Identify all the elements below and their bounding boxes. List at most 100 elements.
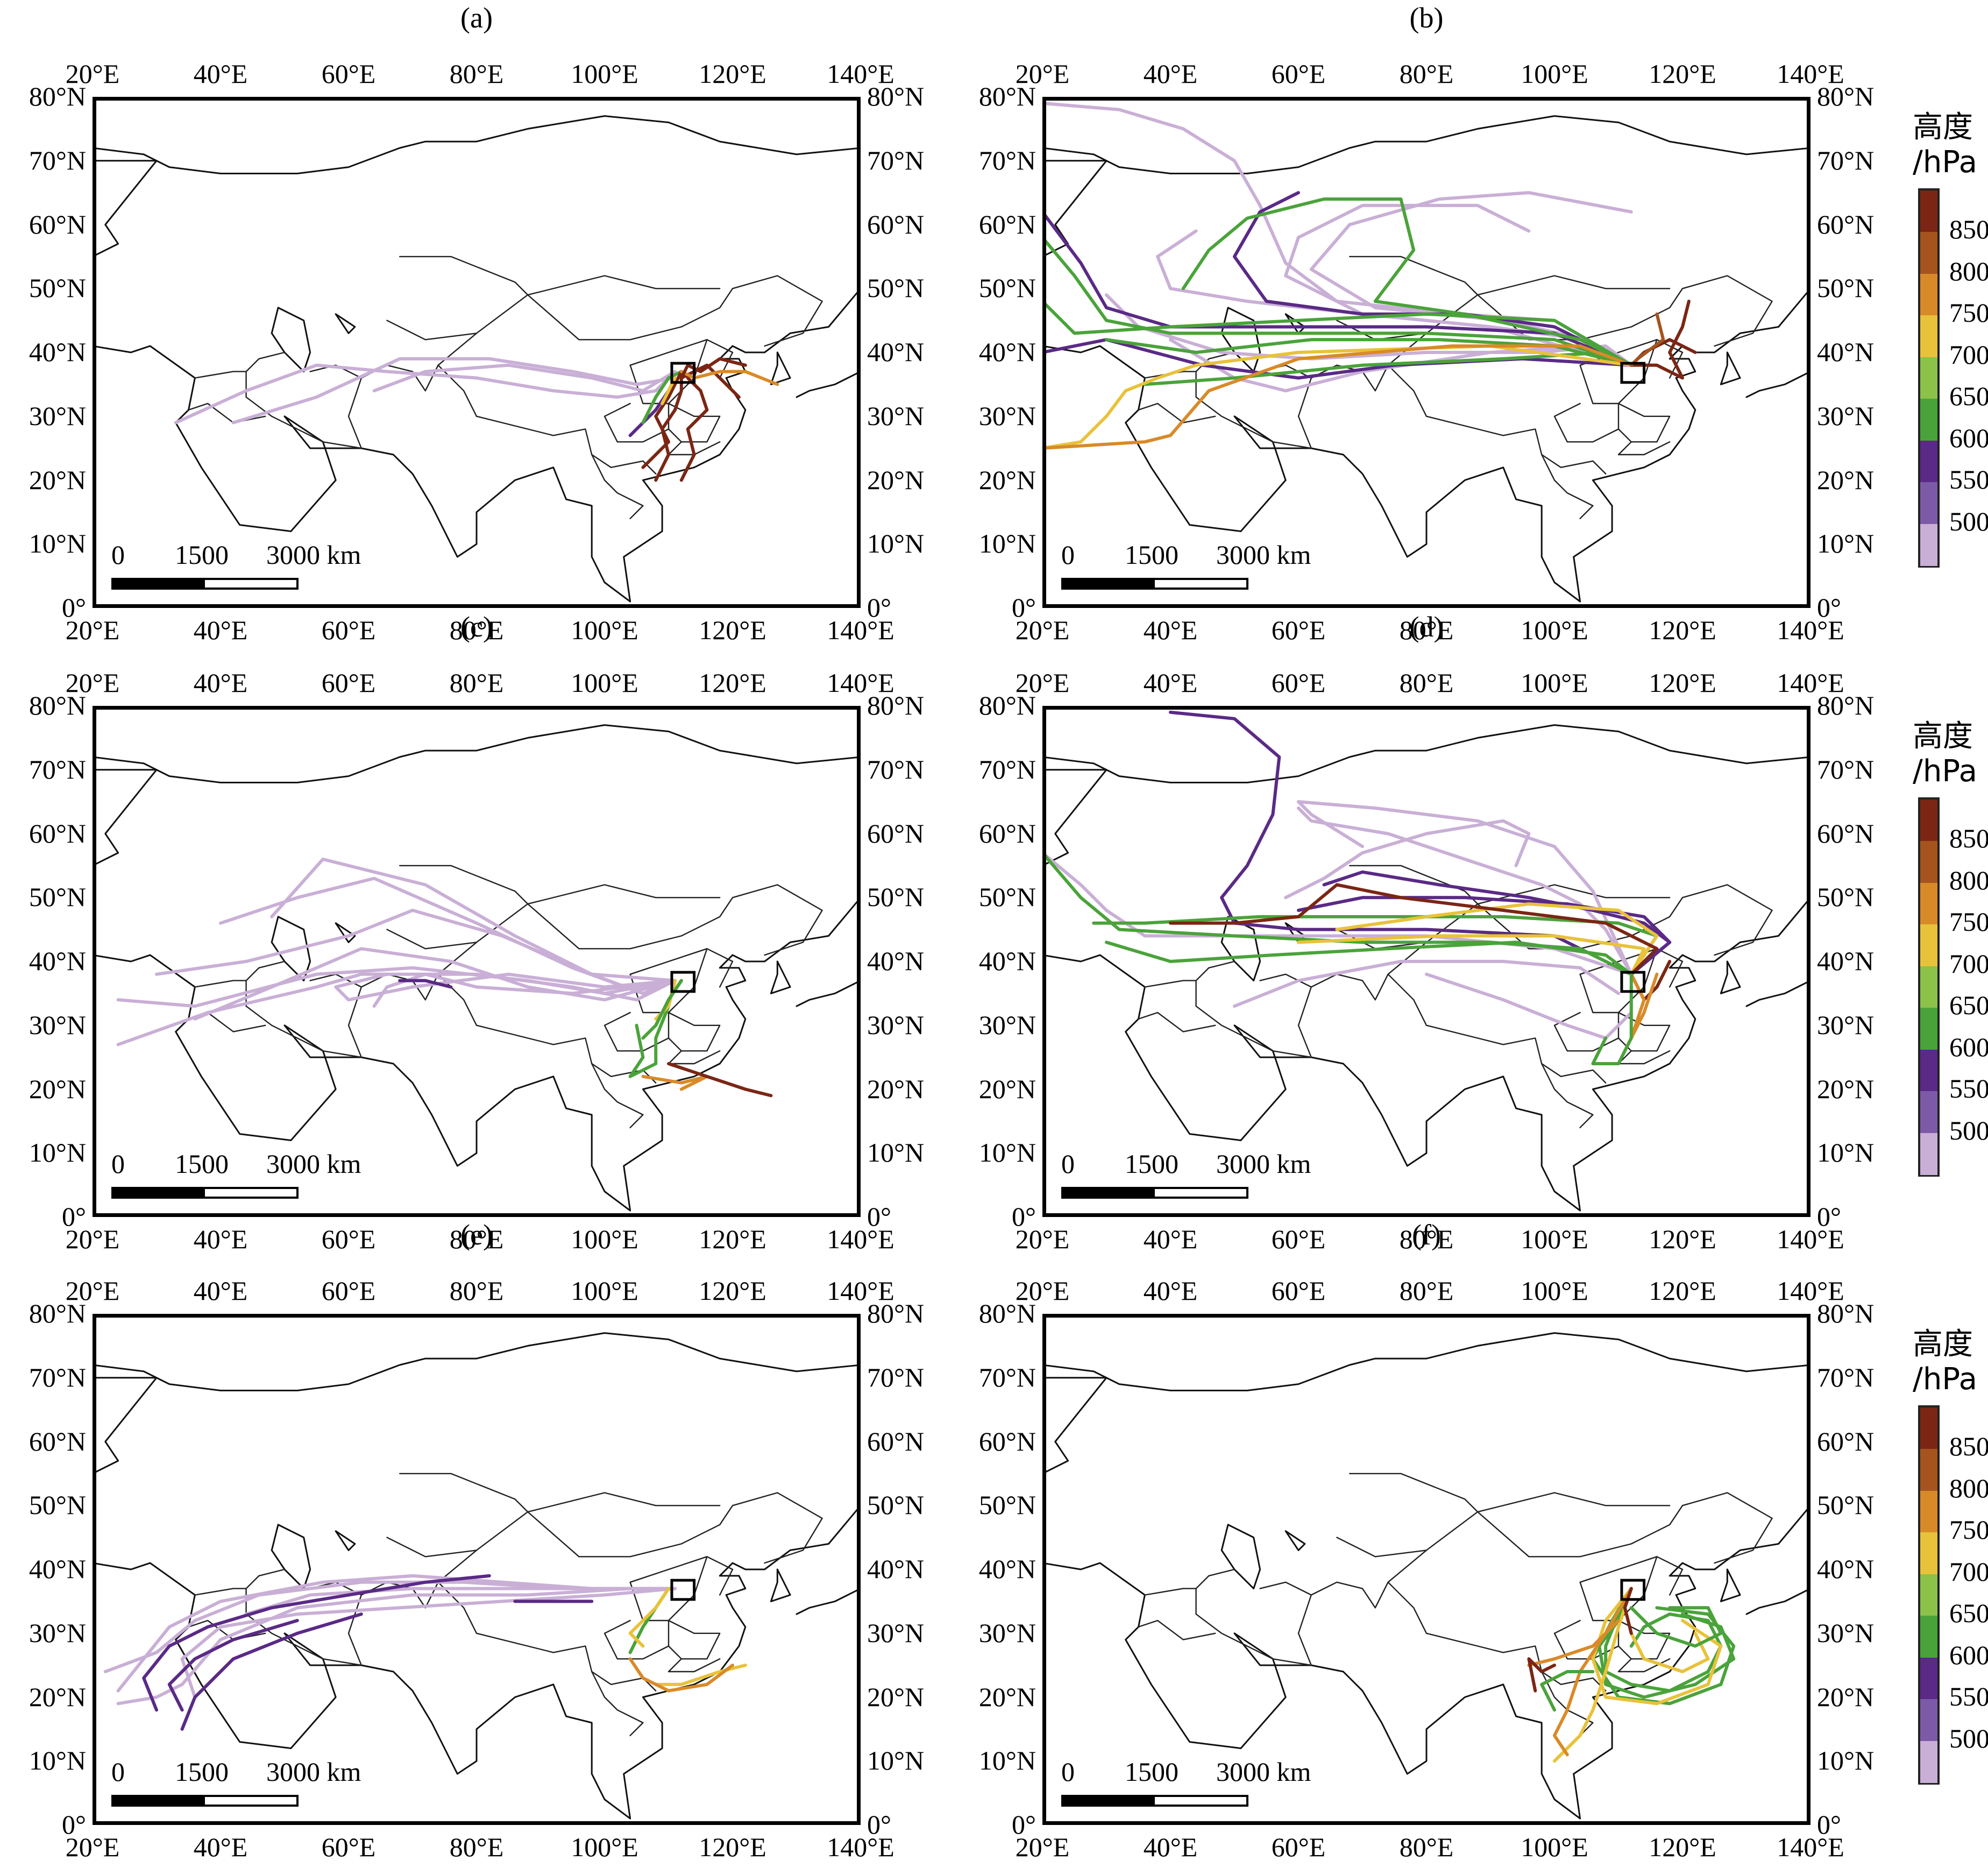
trajectory-lightpurple [174,363,677,424]
country-border [437,884,823,975]
y-tick-label: 30°N [29,400,86,431]
country-border [399,256,529,296]
country-border [527,884,721,905]
country-border [1144,371,1197,379]
scale-label: 0 [1061,540,1075,570]
coastline [1720,1568,1741,1602]
panel-label: (d) [1409,611,1444,643]
y-tick-label: 60°N [978,1426,1036,1456]
x-tick-label: 100°E [1521,1832,1588,1862]
x-tick-label: 20°E [65,1224,120,1254]
country-border [1656,948,1684,988]
trajectory-darkred [1629,338,1697,367]
country-border [245,351,362,449]
scale-label: 1500 [1125,1757,1178,1787]
scale-bar-black [113,1189,205,1197]
trajectory-lightpurple [231,357,677,424]
trajectory-purple [1297,896,1672,976]
trajectory-orange [1553,1587,1633,1757]
y-tick-label: 10°N [29,1137,86,1168]
scale-label: 0 [111,1149,125,1179]
y-tick-label: 70°N [978,145,1036,175]
trajectory-lightpurple [334,972,677,1002]
y-tick-label: 10°N [1817,1137,1875,1168]
country-border [668,1050,721,1065]
y-tick-label: 0° [1817,1201,1841,1232]
color-bar-segment [1920,1532,1937,1575]
y-tick-label: 50°N [29,273,86,303]
country-border [194,1588,247,1596]
coastline [770,960,791,994]
coastline [271,1524,311,1590]
map-frame [93,97,861,608]
y-tick-label: 80°N [29,1298,86,1328]
color-bar-segment [1920,1657,1937,1700]
y-tick-label: 30°N [867,1617,925,1648]
color-bar-label: 500 [1949,1723,1988,1753]
coastline [335,922,356,943]
y-tick-label: 30°N [978,1617,1036,1648]
x-tick-label: 120°E [699,668,766,698]
x-tick-label: 20°E [1015,1832,1070,1862]
trajectory-lightpurple [1309,191,1633,367]
x-tick-label: 80°E [449,1832,504,1862]
y-tick-label: 40°N [978,1554,1036,1584]
y-tick-label: 60°N [1817,1426,1875,1456]
y-tick-label: 60°N [978,818,1036,848]
color-bar-segment [1920,1616,1937,1658]
scale-bar [111,1187,299,1199]
coastline [1745,981,1807,1007]
color-bar-label: 750 [1949,1515,1988,1545]
x-tick-label: 100°E [1521,668,1588,698]
x-tick-label: 140°E [1777,1224,1844,1254]
y-tick-label: 50°N [867,882,925,912]
x-tick-label: 40°E [1143,1224,1198,1254]
coastline [96,160,158,256]
y-tick-label: 30°N [1817,1009,1875,1040]
trajectory-darkred [1527,1657,1556,1693]
trajectory-lightpurple [219,876,677,995]
trajectory-lightpurple [1297,800,1633,976]
x-tick-label: 120°E [699,1276,766,1306]
map-frame [1042,706,1810,1217]
country-border [245,960,362,1058]
y-tick-label: 70°N [978,1362,1036,1392]
coastline [796,1589,857,1615]
coastline [1220,916,1261,982]
country-border [1195,1568,1312,1666]
y-tick-label: 0° [1012,1809,1036,1839]
x-tick-label: 140°E [827,668,894,698]
color-bar-label: 750 [1949,907,1988,937]
y-tick-label: 0° [1012,1201,1036,1232]
x-tick-label: 20°E [1015,615,1070,645]
y-tick-label: 80°N [1817,1298,1875,1328]
country-border [1617,1658,1671,1673]
country-border [527,275,721,296]
color-bar-segment [1920,1574,1937,1617]
y-tick-label: 20°N [1817,464,1875,495]
x-tick-label: 20°E [1015,1276,1070,1306]
y-tick-label: 80°N [867,1298,925,1328]
map-canvas [1046,1332,1807,1820]
country-border [1387,1492,1773,1583]
color-bar-segment [1920,1699,1937,1742]
map-frame [1042,97,1810,608]
x-tick-label: 140°E [827,59,894,89]
y-tick-label: 70°N [1817,754,1875,784]
country-border [706,1556,734,1596]
y-tick-label: 10°N [867,1745,925,1776]
x-tick-label: 60°E [321,668,376,698]
y-tick-label: 80°N [29,81,86,111]
study-area-box [1620,362,1646,384]
coastline [1046,769,1107,865]
country-border [194,980,247,988]
country-border [1541,454,1594,519]
y-tick-label: 50°N [29,1490,86,1520]
scale-label: 0 [1061,1757,1075,1787]
y-tick-label: 40°N [1817,946,1875,976]
trajectory-lightpurple [116,1574,677,1693]
color-bar-segment [1920,232,1937,274]
y-tick-label: 60°N [867,818,925,848]
y-tick-label: 30°N [978,400,1036,431]
